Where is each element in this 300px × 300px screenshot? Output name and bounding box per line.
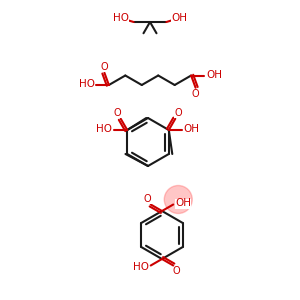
Text: O: O xyxy=(144,194,152,203)
Text: O: O xyxy=(114,108,122,118)
Text: HO: HO xyxy=(96,124,112,134)
Circle shape xyxy=(164,185,192,214)
Text: O: O xyxy=(172,266,180,277)
Text: O: O xyxy=(192,89,200,99)
Text: O: O xyxy=(100,62,108,72)
Text: HO: HO xyxy=(112,13,129,23)
Text: OH: OH xyxy=(175,199,191,208)
Text: OH: OH xyxy=(171,13,188,23)
Text: O: O xyxy=(175,108,182,118)
Text: HO: HO xyxy=(79,79,95,89)
Text: HO: HO xyxy=(133,262,149,272)
Text: OH: OH xyxy=(184,124,200,134)
Text: OH: OH xyxy=(206,70,222,80)
